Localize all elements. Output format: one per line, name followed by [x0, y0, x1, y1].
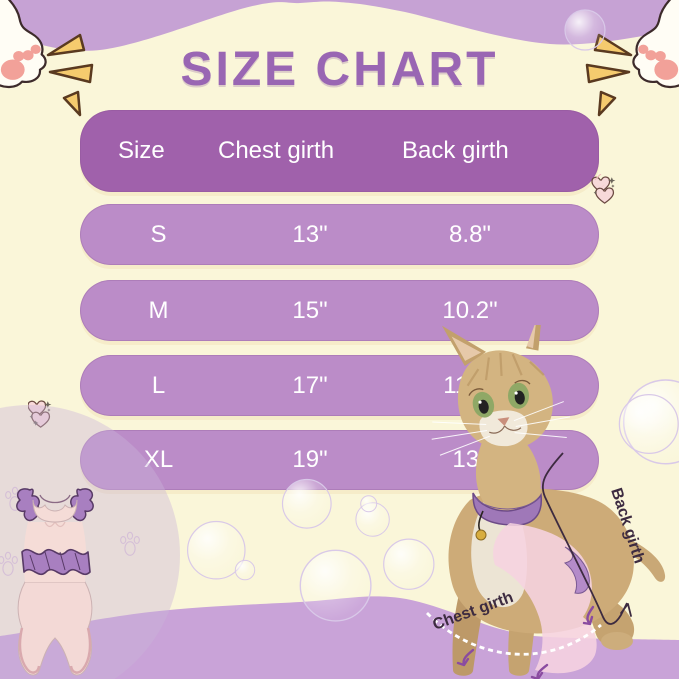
- svg-text:Chest girth: Chest girth: [431, 589, 516, 634]
- svg-text:Back girth: Back girth: [607, 486, 647, 566]
